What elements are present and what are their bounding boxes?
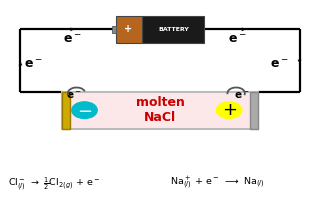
Circle shape bbox=[216, 102, 242, 118]
Text: $-$: $-$ bbox=[77, 101, 92, 119]
Text: $+$: $+$ bbox=[221, 101, 237, 119]
Text: e$^-$: e$^-$ bbox=[63, 33, 82, 46]
Bar bbox=[116, 16, 142, 43]
Text: e$^-$: e$^-$ bbox=[270, 58, 288, 71]
Bar bbox=[251, 92, 258, 129]
Text: e$^-$: e$^-$ bbox=[234, 90, 250, 101]
Text: Na$^+_{(l)}$ + e$^-$ $\longrightarrow$ Na$_{(l)}$: Na$^+_{(l)}$ + e$^-$ $\longrightarrow$ N… bbox=[170, 175, 264, 192]
Text: Cl$^-_{(l)}$ $\rightarrow$ $\frac{1}{2}$Cl$_{2(g)}$ + e$^-$: Cl$^-_{(l)}$ $\rightarrow$ $\frac{1}{2}$… bbox=[8, 175, 100, 192]
Text: e$^-$: e$^-$ bbox=[24, 58, 43, 71]
Text: molten
NaCl: molten NaCl bbox=[136, 96, 184, 124]
Text: +: + bbox=[124, 24, 132, 34]
Bar bbox=[62, 92, 258, 129]
Bar bbox=[62, 92, 69, 129]
Text: BATTERY: BATTERY bbox=[158, 27, 189, 32]
Text: e$^-$: e$^-$ bbox=[228, 33, 247, 46]
Circle shape bbox=[72, 102, 97, 118]
Bar bbox=[142, 16, 204, 43]
Text: e$^-$: e$^-$ bbox=[66, 90, 82, 101]
Bar bbox=[112, 26, 116, 33]
